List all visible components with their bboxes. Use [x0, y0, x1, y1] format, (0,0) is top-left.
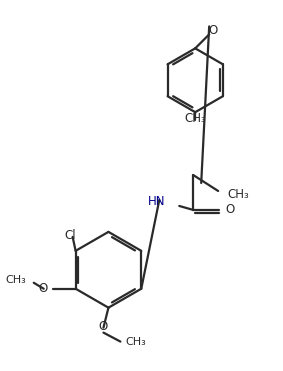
Text: CH₃: CH₃: [5, 275, 26, 285]
Text: HN: HN: [148, 196, 165, 209]
Text: O: O: [38, 282, 48, 295]
Text: Cl: Cl: [65, 229, 76, 242]
Text: CH₃: CH₃: [184, 112, 206, 125]
Text: CH₃: CH₃: [227, 188, 249, 201]
Text: O: O: [209, 24, 218, 37]
Text: CH₃: CH₃: [125, 336, 146, 347]
Text: O: O: [99, 320, 108, 333]
Text: O: O: [225, 203, 234, 216]
